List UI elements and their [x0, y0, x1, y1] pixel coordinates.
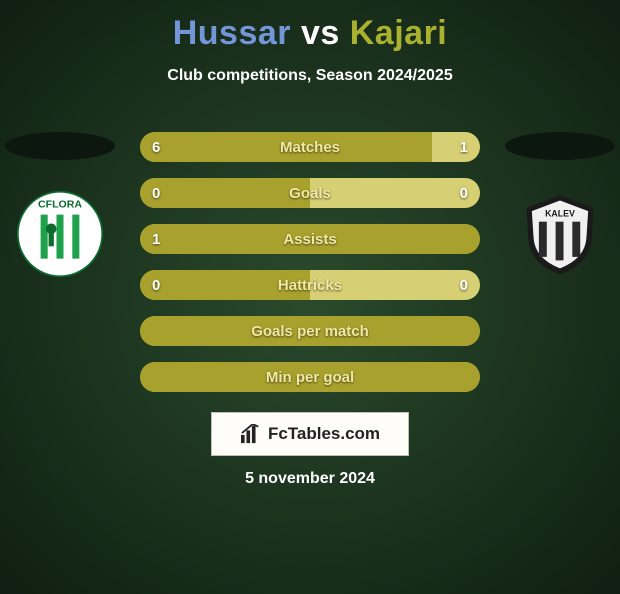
value-right: 0: [460, 185, 468, 202]
stat-row-goals-per-match: Goals per match: [140, 316, 480, 346]
bar-label: Goals: [140, 185, 480, 202]
player-left-column: CFLORA: [0, 132, 120, 284]
stat-row-assists: Assists1: [140, 224, 480, 254]
crest-left-svg: CFLORA: [16, 190, 104, 278]
player-right-column: KALEV: [500, 132, 620, 284]
bar-label: Matches: [140, 139, 480, 156]
subtitle: Club competitions, Season 2024/2025: [0, 67, 620, 85]
crest-right-text: KALEV: [545, 208, 575, 218]
date-text: 5 november 2024: [0, 470, 620, 488]
bar-label: Assists: [140, 231, 480, 248]
value-right: 0: [460, 277, 468, 294]
stat-row-min-per-goal: Min per goal: [140, 362, 480, 392]
title-player1: Hussar: [173, 14, 291, 52]
player-left-silhouette: [5, 132, 115, 160]
value-left: 1: [152, 231, 160, 248]
title-player2: Kajari: [350, 14, 448, 52]
stat-row-matches: Matches6 1: [140, 132, 480, 162]
bar-label: Min per goal: [140, 369, 480, 386]
comparison-bars: Matches61Goals00Assists1Hattricks00Goals…: [140, 132, 480, 392]
value-left: 6: [152, 139, 160, 156]
value-left: 0: [152, 277, 160, 294]
bar-label: Hattricks: [140, 277, 480, 294]
crest-right: KALEV: [510, 184, 610, 284]
crest-left-text: CFLORA: [38, 199, 82, 211]
page-title: Hussar vs Kajari: [0, 14, 620, 53]
brand-chart-icon: [240, 424, 262, 444]
bar-label: Goals per match: [140, 323, 480, 340]
crest-right-svg: KALEV: [516, 190, 604, 278]
player-right-silhouette: [505, 132, 615, 160]
stat-row-goals: Goals0 0: [140, 178, 480, 208]
value-left: 0: [152, 185, 160, 202]
value-right: 1: [460, 139, 468, 156]
brand-text: FcTables.com: [268, 424, 380, 444]
stat-row-hattricks: Hattricks0 0: [140, 270, 480, 300]
title-vs: vs: [301, 14, 340, 52]
crest-left: CFLORA: [10, 184, 110, 284]
brand-box: FcTables.com: [211, 412, 409, 456]
